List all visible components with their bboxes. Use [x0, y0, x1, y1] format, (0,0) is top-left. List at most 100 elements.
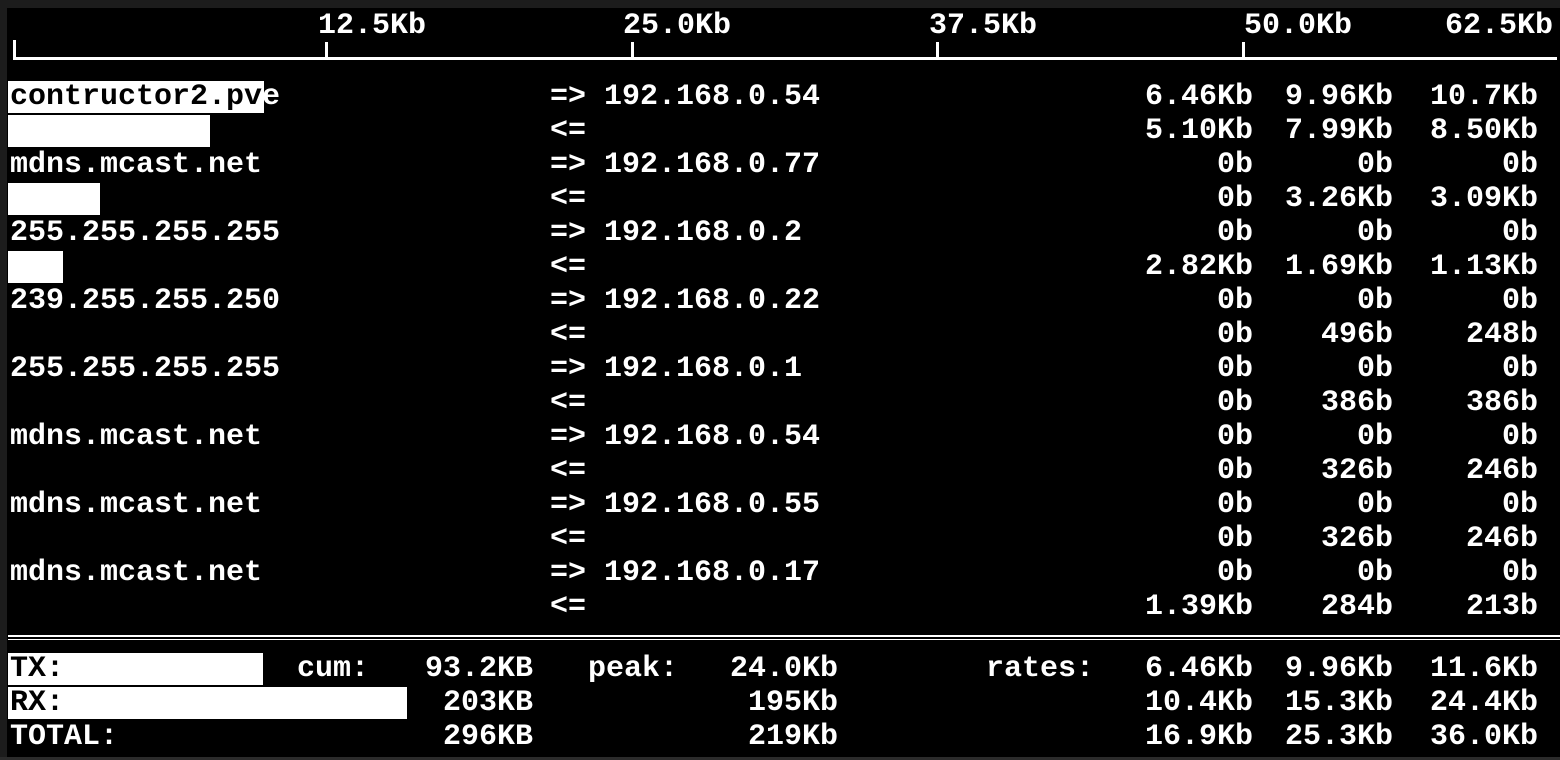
tx-rate-2s: 0b	[1216, 148, 1253, 182]
tx-rate-40s: 0b	[1501, 420, 1538, 454]
source-host: mdns.mcast.net	[10, 556, 263, 590]
tx-rate-10s: 0b	[1356, 488, 1393, 522]
direction-out-and-dest: => 192.168.0.54	[550, 80, 821, 114]
footer-separator-line	[8, 635, 1560, 637]
table-row: <= 0b 496b 248b	[0, 318, 1560, 352]
rx-rate-10s: 3.26Kb	[1284, 182, 1393, 216]
rx-rate-2s: 0b	[1216, 454, 1253, 488]
scale-tick	[936, 42, 939, 60]
rx-rate-2s: 10.4Kb	[1144, 686, 1253, 720]
traffic-bar	[8, 115, 210, 147]
direction-in: <=	[550, 318, 587, 352]
footer-row-rx: RX: 203KB 195Kb 10.4Kb 15.3Kb 24.4Kb	[0, 686, 1560, 720]
tx-rate-10s: 0b	[1356, 556, 1393, 590]
scale-label-12.5kb: 12.5Kb	[318, 9, 427, 43]
rx-rate-10s: 15.3Kb	[1284, 686, 1393, 720]
direction-in: <=	[550, 522, 587, 556]
scale-tick	[325, 42, 328, 60]
rx-rate-40s: 386b	[1465, 386, 1538, 420]
rx-rate-40s: 248b	[1465, 318, 1538, 352]
rx-rate-2s: 0b	[1216, 182, 1253, 216]
rx-rate-40s: 1.13Kb	[1429, 250, 1538, 284]
table-row: <= 1.39Kb 284b 213b	[0, 590, 1560, 624]
rx-rate-40s: 213b	[1465, 590, 1538, 624]
rx-rate-10s: 326b	[1320, 522, 1393, 556]
rx-rate-40s: 246b	[1465, 454, 1538, 488]
total-rate-40s: 36.0Kb	[1429, 720, 1538, 754]
direction-in: <=	[550, 386, 587, 420]
direction-in: <=	[550, 114, 587, 148]
table-row: <= 2.82Kb 1.69Kb 1.13Kb	[0, 250, 1560, 284]
tx-rate-40s: 0b	[1501, 216, 1538, 250]
total-label: TOTAL:	[10, 720, 119, 754]
rx-rate-40s: 3.09Kb	[1429, 182, 1538, 216]
traffic-bar	[8, 183, 100, 215]
footer-row-tx: TX: cum: 93.2KB peak: 24.0Kb rates: 6.46…	[0, 652, 1560, 686]
table-row: <= 0b 326b 246b	[0, 454, 1560, 488]
tx-peak-value: 24.0Kb	[729, 652, 838, 686]
table-row: contructor2.pve => 192.168.0.54 6.46Kb 9.96…	[0, 80, 1560, 114]
source-host: mdns.mcast.net	[10, 420, 263, 454]
tx-rate-2s: 0b	[1216, 420, 1253, 454]
total-rate-10s: 25.3Kb	[1284, 720, 1393, 754]
direction-out-and-dest: => 192.168.0.54	[550, 420, 821, 454]
table-row: mdns.mcast.net => 192.168.0.77 0b 0b 0b	[0, 148, 1560, 182]
window-edge-bottom	[0, 757, 1560, 760]
traffic-bar	[8, 251, 63, 283]
source-host: 255.255.255.255	[10, 352, 281, 386]
traffic-bar	[8, 81, 264, 113]
rx-rate-40s: 246b	[1465, 522, 1538, 556]
footer-row-total: TOTAL: 296KB 219Kb 16.9Kb 25.3Kb 36.0Kb	[0, 720, 1560, 754]
rx-rate-10s: 496b	[1320, 318, 1393, 352]
direction-out-and-dest: => 192.168.0.55	[550, 488, 821, 522]
table-row: 239.255.255.250 => 192.168.0.22 0b 0b 0b	[0, 284, 1560, 318]
tx-traffic-bar	[8, 653, 263, 685]
direction-in: <=	[550, 182, 587, 216]
tx-rate-2s: 0b	[1216, 216, 1253, 250]
tx-rate-40s: 0b	[1501, 148, 1538, 182]
table-row: <= 0b 3.26Kb 3.09Kb	[0, 182, 1560, 216]
source-host: contructor2.pve	[10, 80, 280, 114]
rx-rate-40s: 24.4Kb	[1429, 686, 1538, 720]
tx-rate-40s: 11.6Kb	[1429, 652, 1538, 686]
footer-separator-line-2	[8, 639, 1560, 640]
table-row: mdns.mcast.net => 192.168.0.54 0b 0b 0b	[0, 420, 1560, 454]
rx-rate-2s: 5.10Kb	[1144, 114, 1253, 148]
table-row: <= 0b 386b 386b	[0, 386, 1560, 420]
table-row: 255.255.255.255 => 192.168.0.2 0b 0b 0b	[0, 216, 1560, 250]
tx-cum-value: 93.2KB	[424, 652, 533, 686]
source-host: mdns.mcast.net	[10, 488, 263, 522]
table-row: mdns.mcast.net => 192.168.0.17 0b 0b 0b	[0, 556, 1560, 590]
table-row: <= 0b 326b 246b	[0, 522, 1560, 556]
tx-rate-40s: 0b	[1501, 556, 1538, 590]
table-row: 255.255.255.255 => 192.168.0.1 0b 0b 0b	[0, 352, 1560, 386]
scale-label-50.0kb: 50.0Kb	[1244, 9, 1353, 43]
rx-rate-10s: 284b	[1320, 590, 1393, 624]
tx-rate-2s: 0b	[1216, 556, 1253, 590]
scale-label-62.5kb: 62.5Kb	[1445, 9, 1554, 43]
cum-label: cum:	[297, 652, 370, 686]
tx-rate-2s: 0b	[1216, 352, 1253, 386]
tx-label: TX:	[10, 652, 65, 686]
direction-in: <=	[550, 454, 587, 488]
total-cum-value: 296KB	[442, 720, 533, 754]
tx-rate-2s: 0b	[1216, 488, 1253, 522]
rx-rate-2s: 0b	[1216, 522, 1253, 556]
peak-label: peak:	[588, 652, 679, 686]
window-edge-top	[0, 0, 1560, 8]
table-row: <= 5.10Kb 7.99Kb 8.50Kb	[0, 114, 1560, 148]
rx-peak-value: 195Kb	[747, 686, 838, 720]
tx-rate-40s: 0b	[1501, 284, 1538, 318]
tx-rate-10s: 0b	[1356, 352, 1393, 386]
rx-rate-2s: 2.82Kb	[1144, 250, 1253, 284]
tx-rate-40s: 10.7Kb	[1429, 80, 1538, 114]
rx-rate-40s: 8.50Kb	[1429, 114, 1538, 148]
tx-rate-2s: 6.46Kb	[1144, 652, 1253, 686]
direction-out-and-dest: => 192.168.0.2	[550, 216, 803, 250]
rx-rate-10s: 386b	[1320, 386, 1393, 420]
tx-rate-10s: 0b	[1356, 420, 1393, 454]
table-row: mdns.mcast.net => 192.168.0.55 0b 0b 0b	[0, 488, 1560, 522]
direction-in: <=	[550, 590, 587, 624]
tx-rate-10s: 9.96Kb	[1284, 652, 1393, 686]
